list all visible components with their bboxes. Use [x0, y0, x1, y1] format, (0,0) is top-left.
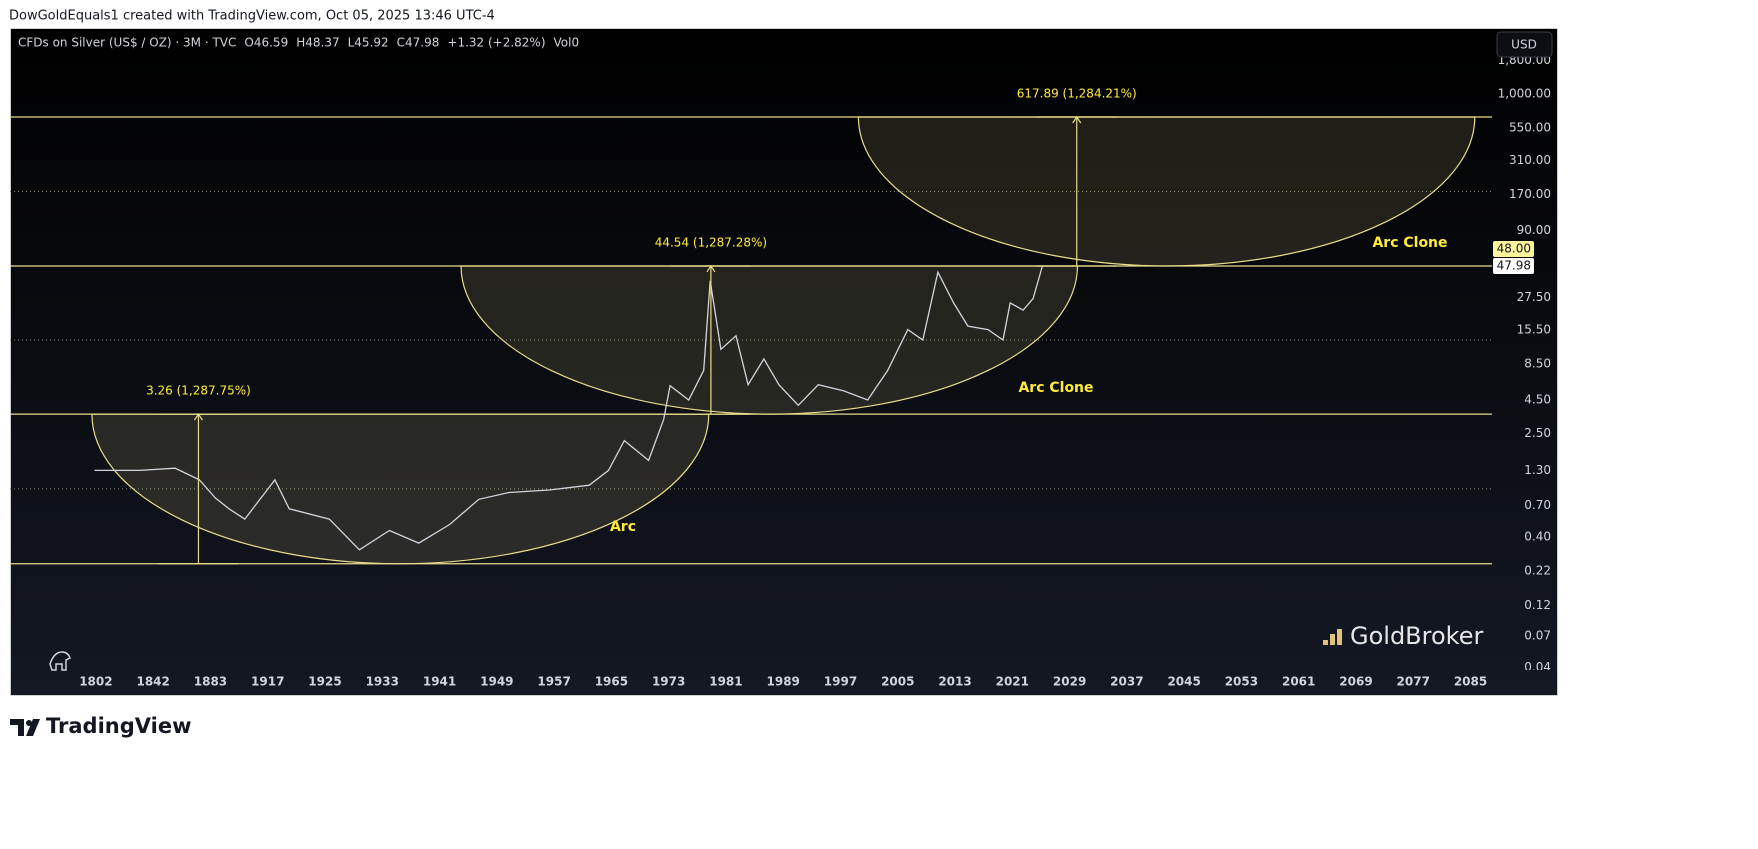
arc-label: Arc Clone: [1018, 380, 1093, 396]
last-price-label: 47.98: [1497, 258, 1531, 272]
y-tick-label: 8.50: [1524, 357, 1551, 371]
y-tick-label: 15.50: [1517, 322, 1551, 336]
measure-arrow: [193, 413, 203, 421]
y-tick-label: 0.04: [1524, 660, 1551, 674]
x-tick-label: 2069: [1339, 675, 1372, 689]
x-tick-label: 2061: [1282, 675, 1315, 689]
x-tick-label: 1917: [251, 675, 284, 689]
overlay: CFDs on Silver (US$ / OZ) · 3M · TVC O46.…: [18, 36, 1487, 689]
currency-label[interactable]: USD: [1511, 38, 1537, 52]
x-tick-label: 1997: [824, 675, 857, 689]
price-line: [94, 265, 1044, 551]
x-tick-label: 2013: [938, 675, 971, 689]
legend-title: CFDs on Silver (US$ / OZ) · 3M · TVC: [18, 36, 236, 50]
x-tick-label: 2021: [996, 675, 1029, 689]
y-tick-label: 1.30: [1524, 463, 1551, 477]
y-tick-label: 550.00: [1509, 120, 1551, 134]
x-tick-label: 2045: [1167, 675, 1200, 689]
footer-logo-dot: [26, 720, 32, 726]
footer-logo: [10, 719, 40, 736]
measure-arrow: [706, 264, 716, 273]
x-tick-label: 2053: [1225, 675, 1258, 689]
y-tick-label: 310.00: [1509, 153, 1551, 167]
x-tick-label: 1973: [652, 675, 685, 689]
x-tick-label: 1941: [423, 675, 456, 689]
x-tick-label: 1933: [366, 675, 399, 689]
x-tick-label: 2085: [1454, 675, 1487, 689]
x-tick-label: 1883: [194, 675, 227, 689]
y-tick-label: 170.00: [1509, 187, 1551, 201]
x-tick-label: 1965: [595, 675, 628, 689]
last-price-tag: [1493, 257, 1534, 274]
x-tick-label: 2037: [1110, 675, 1143, 689]
level-tag: [1493, 240, 1534, 257]
x-tick-label: 1949: [480, 675, 513, 689]
legend-value: O46.59: [244, 36, 288, 50]
x-tick-label: 1925: [308, 675, 341, 689]
level-tag-label: 48.00: [1497, 241, 1531, 255]
legend-value: Vol0: [554, 36, 580, 50]
y-tick-label: 0.12: [1524, 598, 1551, 612]
legend-value: +1.32 (+2.82%): [447, 36, 545, 50]
x-tick-label: 1989: [767, 675, 800, 689]
y-tick-label: 27.50: [1517, 290, 1551, 304]
arc-label: Arc Clone: [1372, 235, 1447, 251]
x-tick-label: 1981: [709, 675, 742, 689]
measure-label: 3.26 (1,287.75%): [146, 384, 251, 398]
watermark: GoldBroker: [1350, 622, 1483, 650]
currency-button[interactable]: [1496, 31, 1553, 58]
y-tick-label: 1,000.00: [1498, 86, 1551, 100]
plot-area: [10, 115, 1492, 565]
legend-value: C47.98: [397, 36, 440, 50]
y-tick-label: 0.70: [1524, 498, 1551, 512]
measure-label: 44.54 (1,287.28%): [655, 235, 767, 249]
legend-value: H48.37: [296, 36, 339, 50]
legend-value: L45.92: [348, 36, 389, 50]
y-tick-label: 2.50: [1524, 426, 1551, 440]
x-tick-label: 1957: [537, 675, 570, 689]
header: DowGoldEquals1 created with TradingView.…: [9, 9, 495, 24]
y-tick-label: 0.40: [1524, 530, 1551, 544]
measure-label: 617.89 (1,284.21%): [1017, 87, 1137, 101]
arc-label: Arc: [610, 519, 636, 535]
footer-brand: TradingView: [46, 714, 191, 738]
x-tick-label: 2029: [1053, 675, 1086, 689]
y-tick-label: 4.50: [1524, 393, 1551, 407]
x-tick-label: 1802: [79, 675, 112, 689]
y-tick-label: 0.22: [1524, 563, 1551, 577]
x-tick-label: 2005: [881, 675, 914, 689]
x-tick-label: 1842: [136, 675, 169, 689]
chart-panel: [10, 28, 1558, 696]
y-tick-label: 90.00: [1517, 223, 1551, 237]
watermark-icon: [1323, 629, 1342, 645]
logo-icon: [49, 651, 71, 671]
x-tick-label: 2077: [1397, 675, 1430, 689]
y-tick-label: 0.07: [1524, 628, 1551, 642]
measure-arrow: [1072, 115, 1082, 124]
